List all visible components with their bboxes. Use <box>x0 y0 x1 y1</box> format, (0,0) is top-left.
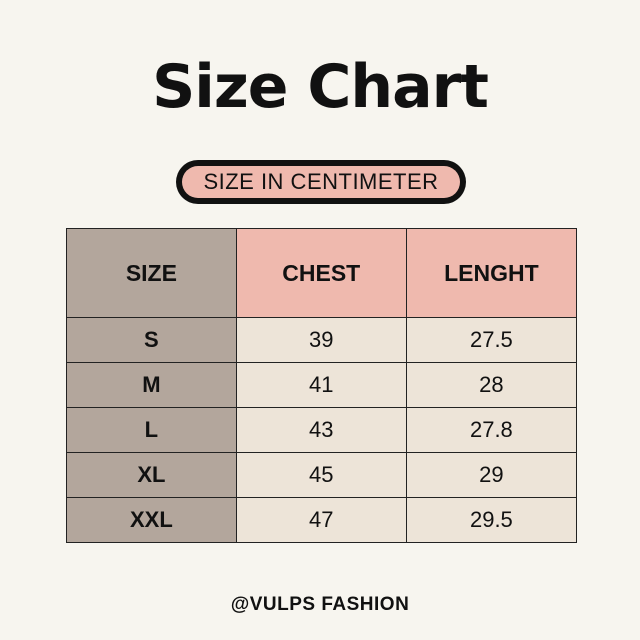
size-cell: S <box>66 317 237 363</box>
table-row: S 39 27.5 <box>66 317 578 363</box>
value-cell: 47 <box>235 497 407 543</box>
table-row: L 43 27.8 <box>66 407 578 453</box>
value-cell: 43 <box>235 407 407 453</box>
size-cell: L <box>66 407 237 453</box>
value-cell: 29.5 <box>405 497 578 543</box>
size-cell: M <box>66 362 237 408</box>
value-cell: 29 <box>405 452 578 498</box>
value-cell: 41 <box>235 362 407 408</box>
column-header: CHEST <box>235 228 407 318</box>
table-row: XXL 47 29.5 <box>66 497 578 543</box>
table-row: M 41 28 <box>66 362 578 408</box>
value-cell: 45 <box>235 452 407 498</box>
badge: SIZE IN CENTIMETER <box>176 160 466 204</box>
value-cell: 28 <box>405 362 578 408</box>
column-header: SIZE <box>66 228 237 318</box>
value-cell: 39 <box>235 317 407 363</box>
table-row: XL 45 29 <box>66 452 578 498</box>
badge-text: SIZE IN CENTIMETER <box>182 166 460 198</box>
size-cell: XL <box>66 452 237 498</box>
value-cell: 27.5 <box>405 317 578 363</box>
footer: @VULPS FASHION <box>230 594 410 615</box>
header-row: SIZE CHEST LENGHT <box>66 228 578 318</box>
size-cell: XXL <box>66 497 237 543</box>
column-header: LENGHT <box>405 228 578 318</box>
value-cell: 27.8 <box>405 407 578 453</box>
table-body: S 39 27.5 M 41 28 L 43 27.8 XL 45 29 XXL 47 29.5 <box>66 317 578 543</box>
title: Size Chart <box>152 52 489 122</box>
size-table: SIZE CHEST LENGHT S 39 27.5 M 41 28 L 43 27.8 XL 45 2… <box>66 228 578 543</box>
